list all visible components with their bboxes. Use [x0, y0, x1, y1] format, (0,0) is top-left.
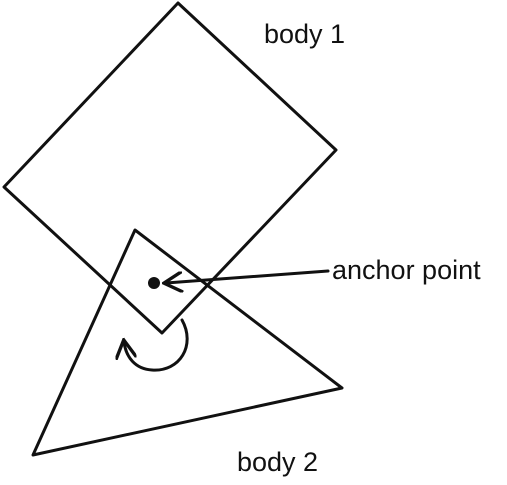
anchor-arrow	[166, 269, 330, 283]
anchor-dot	[148, 277, 160, 289]
rotation-arrow	[124, 318, 189, 372]
body-2-label: body 2	[237, 447, 318, 477]
body-2-triangle	[31, 228, 344, 457]
body-1-label: body 1	[264, 19, 345, 49]
anchor-label: anchor point	[332, 255, 481, 285]
body-1-square	[2, 1, 338, 335]
